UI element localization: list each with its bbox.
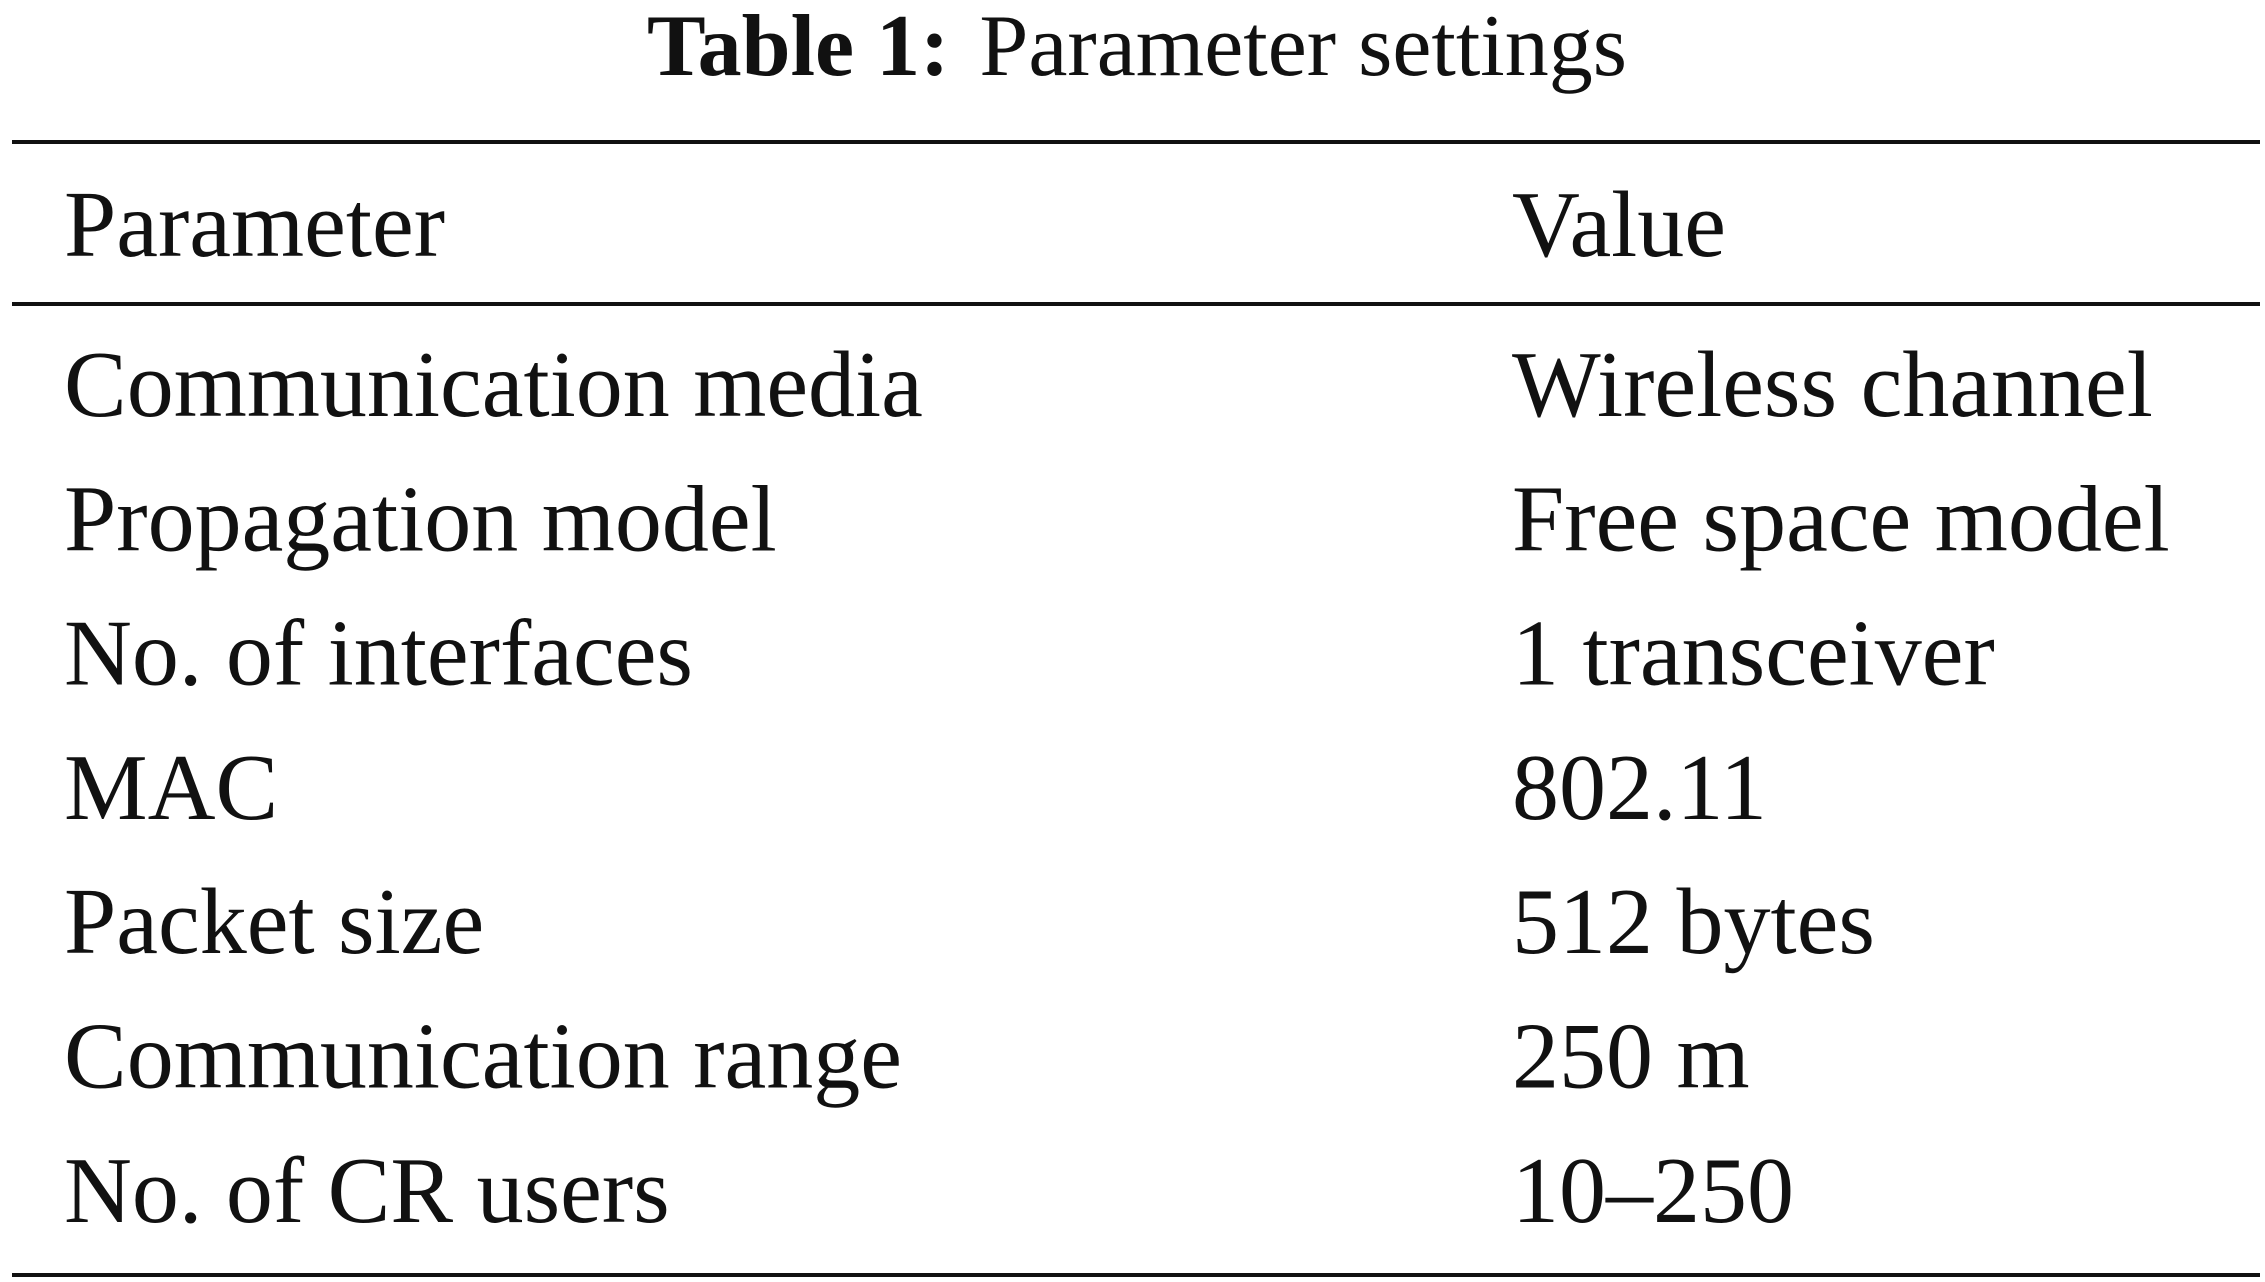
table-cell: 512 bytes	[1512, 870, 1875, 974]
table-cell: 1 transceiver	[1512, 602, 1995, 706]
table-cell: 802.11	[1512, 736, 1767, 840]
table-cell: Packet size	[64, 870, 484, 974]
header-cell: Parameter	[64, 173, 445, 277]
table-cell: MAC	[64, 736, 278, 840]
header-cell: Value	[1512, 173, 1726, 277]
table-cell: No. of CR users	[64, 1139, 670, 1243]
table-cell: 10–250	[1512, 1139, 1794, 1243]
table-cell: Free space model	[1512, 467, 2170, 571]
table-caption: Table 1: Parameter settings	[647, 0, 1627, 95]
table-cell: Communication range	[64, 1005, 902, 1109]
table-cell: No. of interfaces	[64, 602, 693, 706]
caption-text: Parameter settings	[979, 0, 1627, 95]
table-cell: Wireless channel	[1512, 333, 2153, 437]
table-cell: Communication media	[64, 333, 923, 437]
table-cell: Propagation model	[64, 467, 777, 571]
caption-label: Table 1:	[647, 0, 949, 95]
table-cell: 250 m	[1512, 1005, 1750, 1109]
